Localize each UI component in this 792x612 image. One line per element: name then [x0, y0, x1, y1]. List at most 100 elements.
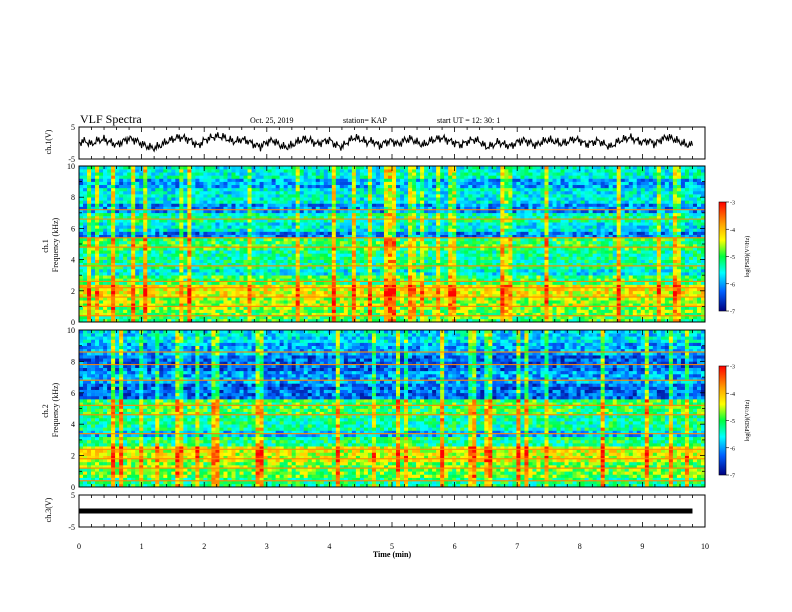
spectrogram-cell	[131, 306, 136, 310]
spectrogram-cell	[664, 262, 670, 267]
spectrogram-cell	[351, 309, 357, 313]
spectrogram-cell	[287, 281, 292, 285]
spectrogram-cell	[367, 284, 373, 288]
spectrogram-cell	[424, 293, 429, 298]
spectrogram-cell	[307, 256, 313, 260]
spectrogram-cell	[135, 265, 140, 270]
spectrogram-cell	[440, 287, 445, 292]
spectrogram-cell	[420, 240, 425, 245]
spectrogram-cell	[203, 247, 208, 251]
spectrogram-cell	[492, 293, 497, 298]
spectrogram-cell	[476, 256, 481, 260]
spectrogram-cell	[115, 272, 120, 276]
spectrogram-cell	[239, 290, 244, 295]
spectrogram-cell	[668, 300, 674, 304]
spectrogram-cell	[580, 281, 585, 285]
spectrogram-cell	[644, 297, 650, 301]
spectrogram-cell	[163, 228, 168, 232]
spectrogram-cell	[688, 275, 694, 279]
spectrogram-cell	[299, 281, 305, 285]
spectrogram-cell	[87, 284, 92, 288]
spectrogram-cell	[271, 256, 276, 260]
spectrogram-cell	[223, 312, 228, 317]
spectrogram-cell	[500, 290, 505, 295]
spectrogram-cell	[187, 225, 192, 229]
spectrogram-cell	[311, 265, 317, 270]
spectrogram-cell	[552, 300, 557, 304]
spectrogram-cell	[684, 275, 690, 279]
spectrogram-cell	[167, 272, 172, 276]
spectrogram-cell	[283, 240, 288, 245]
spectrogram-cell	[520, 300, 525, 304]
spectrogram-cell	[207, 228, 212, 232]
spectrogram-cell	[460, 272, 465, 276]
spectrogram-cell	[544, 293, 549, 298]
spectrogram-cell	[299, 287, 305, 292]
spectrogram-cell	[99, 225, 104, 229]
spectrogram-cell	[520, 272, 525, 276]
spectrogram-cell	[147, 247, 152, 251]
spectrogram-cell	[696, 247, 702, 251]
spectrogram-cell	[544, 272, 549, 276]
spectrogram-cell	[235, 262, 240, 267]
spectrogram-cell	[175, 272, 180, 276]
spectrogram-cell	[668, 293, 674, 298]
spectrogram-cell	[504, 272, 509, 276]
spectrogram-cell	[335, 250, 341, 254]
spectrogram-cell	[255, 300, 260, 304]
spectrogram-cell	[628, 306, 634, 310]
spectrogram-cell	[211, 315, 216, 320]
spectrogram-cell	[516, 231, 521, 235]
spectrogram-cell	[544, 275, 549, 279]
spectrogram-cell	[504, 290, 509, 295]
spectrogram-cell	[347, 306, 353, 310]
spectrogram-cell	[652, 250, 658, 254]
spectrogram-cell	[408, 225, 413, 229]
spectrogram-cell	[596, 281, 601, 285]
spectrogram-cell	[456, 268, 461, 273]
spectrogram-cell	[111, 284, 116, 288]
spectrogram-cell	[383, 231, 389, 235]
spectrogram-cell	[103, 284, 108, 288]
spectrogram-cell	[207, 284, 212, 288]
spectrogram-cell	[560, 228, 565, 232]
spectrogram-cell	[103, 290, 108, 295]
spectrogram-cell	[79, 244, 84, 248]
spectrogram-cell	[203, 272, 208, 276]
spectrogram-cell	[299, 247, 305, 251]
spectrogram-cell	[508, 262, 513, 267]
spectrogram-cell	[516, 290, 521, 295]
spectrogram-cell	[664, 300, 670, 304]
spectrogram-cell	[472, 290, 477, 295]
spectrogram-cell	[556, 290, 561, 295]
spectrogram-cell	[143, 222, 148, 226]
spectrogram-cell	[588, 306, 593, 310]
spectrogram-cell	[175, 268, 180, 273]
spectrogram-cell	[416, 297, 421, 301]
spectrogram-cell	[235, 284, 240, 288]
spectrogram-cell	[696, 281, 702, 285]
spectrogram-cell	[119, 231, 124, 235]
spectrogram-cell	[604, 265, 609, 270]
spectrogram-cell	[283, 253, 288, 257]
spectrogram-cell	[367, 265, 373, 270]
spectrogram-cell	[572, 297, 577, 301]
spectrogram-cell	[119, 315, 124, 320]
spectrogram-cell	[355, 306, 361, 310]
spectrogram-cell	[379, 300, 385, 304]
spectrogram-cell	[91, 231, 96, 235]
spectrogram-cell	[652, 231, 658, 235]
spectrogram-cell	[295, 247, 300, 251]
spectrogram-cell	[259, 290, 264, 295]
spectrogram-cell	[191, 287, 196, 292]
spectrogram-cell	[127, 275, 132, 279]
spectrogram-cell	[580, 240, 585, 245]
spectrogram-cell	[171, 315, 176, 320]
spectrogram-cell	[227, 228, 232, 232]
spectrogram-cell	[91, 312, 96, 317]
spectrogram-cell	[648, 247, 654, 251]
spectrogram-cell	[536, 303, 541, 307]
spectrogram-cell	[392, 265, 397, 270]
spectrogram-cell	[676, 309, 682, 313]
spectrogram-cell	[616, 262, 622, 267]
